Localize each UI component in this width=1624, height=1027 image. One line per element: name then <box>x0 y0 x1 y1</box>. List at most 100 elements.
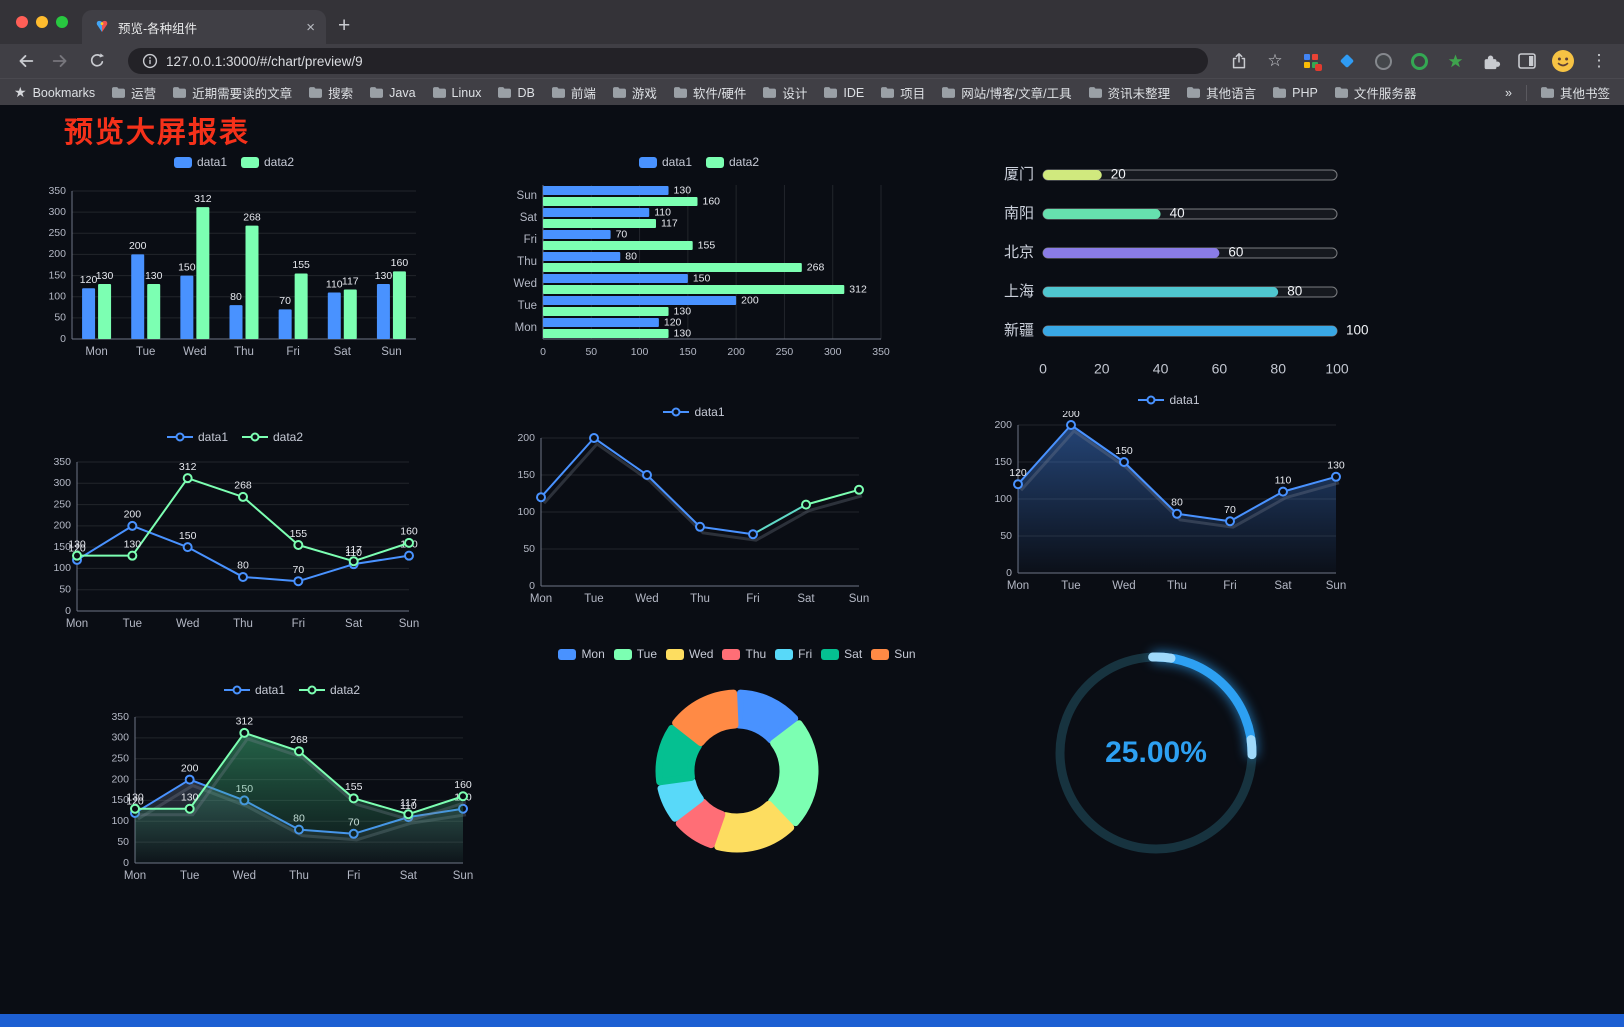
legend-item[interactable]: Wed <box>666 647 713 661</box>
close-window-button[interactable] <box>16 16 28 28</box>
other-bookmarks-folder[interactable]: 其他书签 <box>1540 83 1610 102</box>
legend-marker <box>166 432 193 442</box>
bookmark-folder[interactable]: 搜索 <box>309 83 353 102</box>
new-tab-button[interactable]: + <box>338 14 351 37</box>
bookmark-folder[interactable]: 项目 <box>881 83 925 102</box>
url-bar[interactable]: 127.0.0.1:3000/#/chart/preview/9 <box>128 48 1208 74</box>
star-icon: ★ <box>14 84 27 100</box>
legend-label: data1 <box>694 405 725 419</box>
bookmark-folder[interactable]: 运营 <box>112 83 156 102</box>
legend-item[interactable]: data2 <box>242 430 303 444</box>
zoom-window-button[interactable] <box>56 16 68 28</box>
bookmark-folder[interactable]: 游戏 <box>612 83 657 102</box>
svg-text:200: 200 <box>111 773 129 785</box>
bookmark-folder[interactable]: 近期需要读的文章 <box>173 83 292 102</box>
svg-text:110: 110 <box>345 547 362 559</box>
svg-text:200: 200 <box>181 762 199 774</box>
line-chart-segmented[interactable]: 0 50 100 150 200 Mon Tue Wed Thu Fri Sat Sun <box>505 423 883 613</box>
legend-item[interactable]: Thu <box>722 647 766 661</box>
chart-legend: data1 <box>988 389 1350 411</box>
bookmarks-manager-item[interactable]: ★ Bookmarks <box>14 84 95 101</box>
bookmark-folder[interactable]: 资讯未整理 <box>1088 83 1170 102</box>
bookmark-folder[interactable]: 网站/博客/文章/工具 <box>942 83 1072 102</box>
menu-icon[interactable]: ⋮ <box>1590 51 1608 70</box>
svg-text:120: 120 <box>126 796 144 808</box>
legend-item[interactable]: Mon <box>558 647 605 661</box>
svg-text:Sat: Sat <box>334 346 352 358</box>
svg-text:117: 117 <box>400 797 417 809</box>
legend-item[interactable]: data1 <box>663 405 725 419</box>
legend-item[interactable]: Sun <box>871 647 916 661</box>
multi-line-chart[interactable]: 0 50 100 150 200 250 300 350 Mon Tue Wed Thu Fri Sat S… <box>45 448 425 638</box>
side-panel-icon[interactable] <box>1514 48 1540 74</box>
legend-item[interactable]: data1 <box>1138 393 1200 407</box>
legend-item[interactable]: data2 <box>241 155 294 169</box>
legend-item[interactable]: Tue <box>613 647 657 661</box>
area-line-chart[interactable]: 0 50 100 150 200 Mon Tue Wed Thu Fri Sat Sun 120 200 1… <box>988 411 1350 599</box>
bookmark-folder[interactable]: IDE <box>824 83 864 102</box>
svg-text:155: 155 <box>292 259 310 271</box>
minimize-window-button[interactable] <box>36 16 48 28</box>
svg-text:350: 350 <box>48 185 66 197</box>
extension-icon-green[interactable] <box>1406 48 1432 74</box>
grouped-bar-chart[interactable]: 0 50 100 150 200 250 300 350 Mon Tue Wed Thu Fri Sat S… <box>36 173 432 363</box>
forward-button[interactable] <box>48 48 74 74</box>
svg-text:200: 200 <box>129 240 147 252</box>
svg-text:120: 120 <box>68 543 86 555</box>
svg-text:0: 0 <box>60 333 66 345</box>
bookmark-folder[interactable]: 设计 <box>763 83 807 102</box>
bookmark-folder[interactable]: 软件/硬件 <box>673 83 746 102</box>
folder-icon <box>432 87 446 98</box>
svg-text:150: 150 <box>179 530 197 542</box>
bookmark-folder[interactable]: Linux <box>432 83 481 102</box>
svg-text:0: 0 <box>1006 567 1012 579</box>
svg-text:Fri: Fri <box>524 234 537 246</box>
bookmark-folder[interactable]: 其他语言 <box>1187 83 1256 102</box>
svg-text:0: 0 <box>529 580 535 592</box>
legend-item[interactable]: Fri <box>775 647 812 661</box>
extension-icon-palette[interactable] <box>1298 48 1324 74</box>
legend-marker <box>241 156 259 168</box>
back-button[interactable] <box>12 48 38 74</box>
svg-text:Wed: Wed <box>1112 580 1135 592</box>
extension-icon-dark[interactable] <box>1370 48 1396 74</box>
legend-marker <box>663 407 690 417</box>
legend-item[interactable]: data1 <box>173 155 227 169</box>
bookmark-folder[interactable]: PHP <box>1273 83 1318 102</box>
bookmark-folder[interactable]: 前端 <box>551 83 596 102</box>
legend-label: data2 <box>273 430 304 444</box>
tab-close-icon[interactable]: × <box>306 18 315 36</box>
gauge-chart[interactable]: 25.00% <box>1046 643 1266 863</box>
legend-item[interactable]: data1 <box>638 155 692 169</box>
legend-item[interactable]: data2 <box>299 683 360 697</box>
svg-text:Mon: Mon <box>66 618 88 630</box>
chart-legend: Mon Tue Wed Thu Fri Sat Sun <box>558 643 916 665</box>
legend-item[interactable]: data1 <box>166 430 228 444</box>
bookmark-folder[interactable]: DB <box>498 83 535 102</box>
svg-text:新疆: 新疆 <box>1004 322 1034 339</box>
bookmark-folder[interactable]: Java <box>370 83 416 102</box>
donut-chart[interactable] <box>647 681 827 861</box>
reload-button[interactable] <box>84 48 110 74</box>
folder-icon <box>881 87 895 98</box>
profile-avatar[interactable] <box>1550 48 1576 74</box>
multi-line-area-chart[interactable]: 0 50 100 150 200 250 300 350 Mon Tue Wed Thu Fri Sat S… <box>103 701 481 891</box>
share-icon[interactable] <box>1226 48 1252 74</box>
bookmarks-label: Bookmarks <box>32 85 96 100</box>
browser-tab[interactable]: 预览-各种组件 × <box>82 10 326 44</box>
extension-icon-blue[interactable] <box>1334 48 1360 74</box>
progress-bar-chart[interactable]: 厦门 20 南阳 40 北京 60 上海 80 新疆 100 0 20 40 60 80 100 <box>988 153 1373 388</box>
svg-text:130: 130 <box>124 538 142 550</box>
bookmark-folder[interactable]: 文件服务器 <box>1334 83 1416 102</box>
legend-item[interactable]: Sat <box>821 647 862 661</box>
extensions-puzzle-icon[interactable] <box>1478 48 1504 74</box>
svg-text:130: 130 <box>96 270 114 282</box>
site-info-icon[interactable] <box>142 53 158 69</box>
extension-icon-star[interactable] <box>1442 48 1468 74</box>
bookmark-star-icon[interactable]: ☆ <box>1267 51 1283 70</box>
legend-item[interactable]: data2 <box>706 155 759 169</box>
svg-text:130: 130 <box>145 270 163 282</box>
legend-item[interactable]: data1 <box>223 683 285 697</box>
bookmarks-overflow-chevron[interactable]: » <box>1505 85 1512 100</box>
